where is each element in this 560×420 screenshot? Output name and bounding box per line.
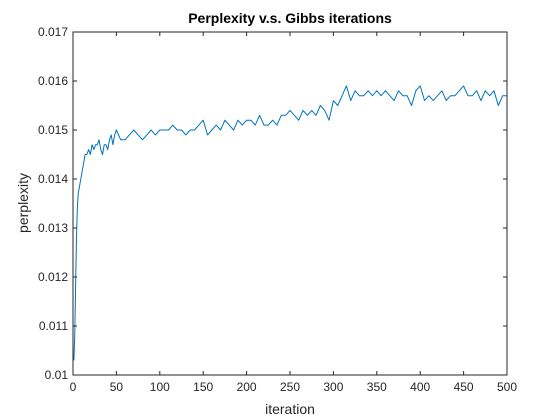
x-axis-label: iteration xyxy=(265,401,315,417)
x-axis-ticks: 0 50 100 150 200 250 300 350 400 450 500 xyxy=(70,32,517,394)
series-layer xyxy=(73,85,507,361)
x-tick-label: 150 xyxy=(193,380,213,394)
y-tick-label: 0.011 xyxy=(39,319,68,333)
x-tick-label: 250 xyxy=(280,380,300,394)
y-tick-label: 0.01 xyxy=(45,368,69,382)
series-line xyxy=(73,85,507,361)
y-axis-label: perplexity xyxy=(15,173,31,233)
x-tick-label: 450 xyxy=(454,380,474,394)
x-tick-label: 500 xyxy=(497,380,517,394)
y-tick-label: 0.016 xyxy=(38,74,68,88)
x-tick-label: 50 xyxy=(110,380,124,394)
y-axis-ticks: 0.01 0.011 0.012 0.013 0.014 0.015 0.016 0.017 xyxy=(38,25,507,382)
x-tick-label: 350 xyxy=(367,380,387,394)
y-tick-label: 0.014 xyxy=(38,172,68,186)
y-tick-label: 0.013 xyxy=(38,221,68,235)
x-tick-label: 0 xyxy=(70,380,77,394)
x-tick-label: 100 xyxy=(150,380,170,394)
x-tick-label: 400 xyxy=(410,380,430,394)
x-tick-label: 300 xyxy=(323,380,343,394)
y-tick-label: 0.017 xyxy=(38,25,68,39)
plot-area xyxy=(72,31,508,376)
y-tick-label: 0.012 xyxy=(38,270,68,284)
y-tick-label: 0.015 xyxy=(38,123,68,137)
chart-title: Perplexity v.s. Gibbs iterations xyxy=(188,10,392,26)
x-tick-label: 200 xyxy=(237,380,257,394)
